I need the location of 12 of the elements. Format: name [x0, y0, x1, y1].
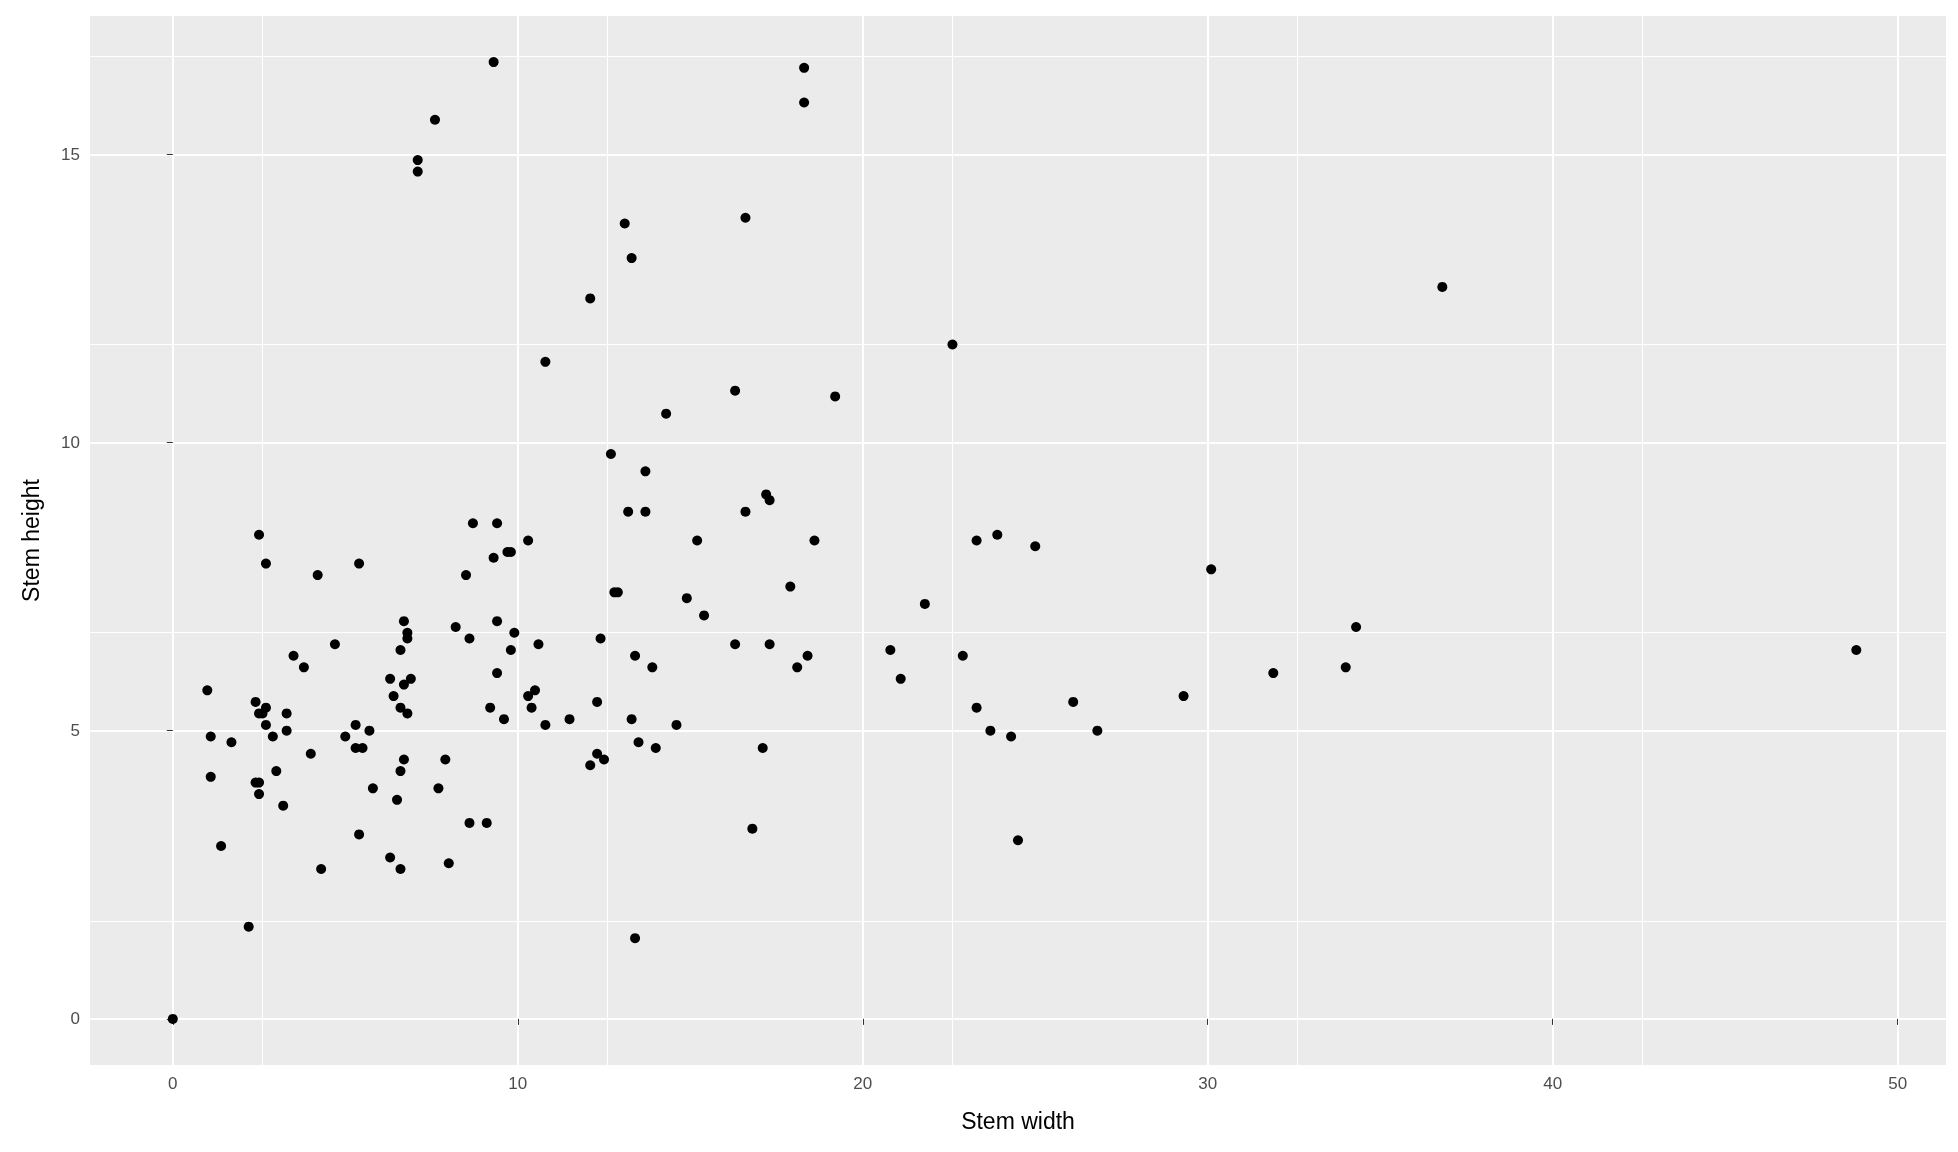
- x-tick-label: 30: [1198, 1074, 1218, 1093]
- x-tick-label: 50: [1888, 1074, 1908, 1093]
- y-tick-label: 0: [70, 1009, 80, 1029]
- y-tick-label: 5: [70, 721, 80, 741]
- x-tick-label: 10: [508, 1074, 528, 1093]
- y-tick-label: 10: [61, 433, 80, 453]
- y-tick-label: 15: [61, 144, 80, 164]
- x-tick-label: 40: [1543, 1074, 1563, 1093]
- x-axis-title: Stem width: [961, 1107, 1075, 1134]
- y-axis-title: Stem height: [17, 478, 44, 602]
- x-tick-label: 0: [168, 1074, 178, 1093]
- x-tick-label: 20: [853, 1074, 873, 1093]
